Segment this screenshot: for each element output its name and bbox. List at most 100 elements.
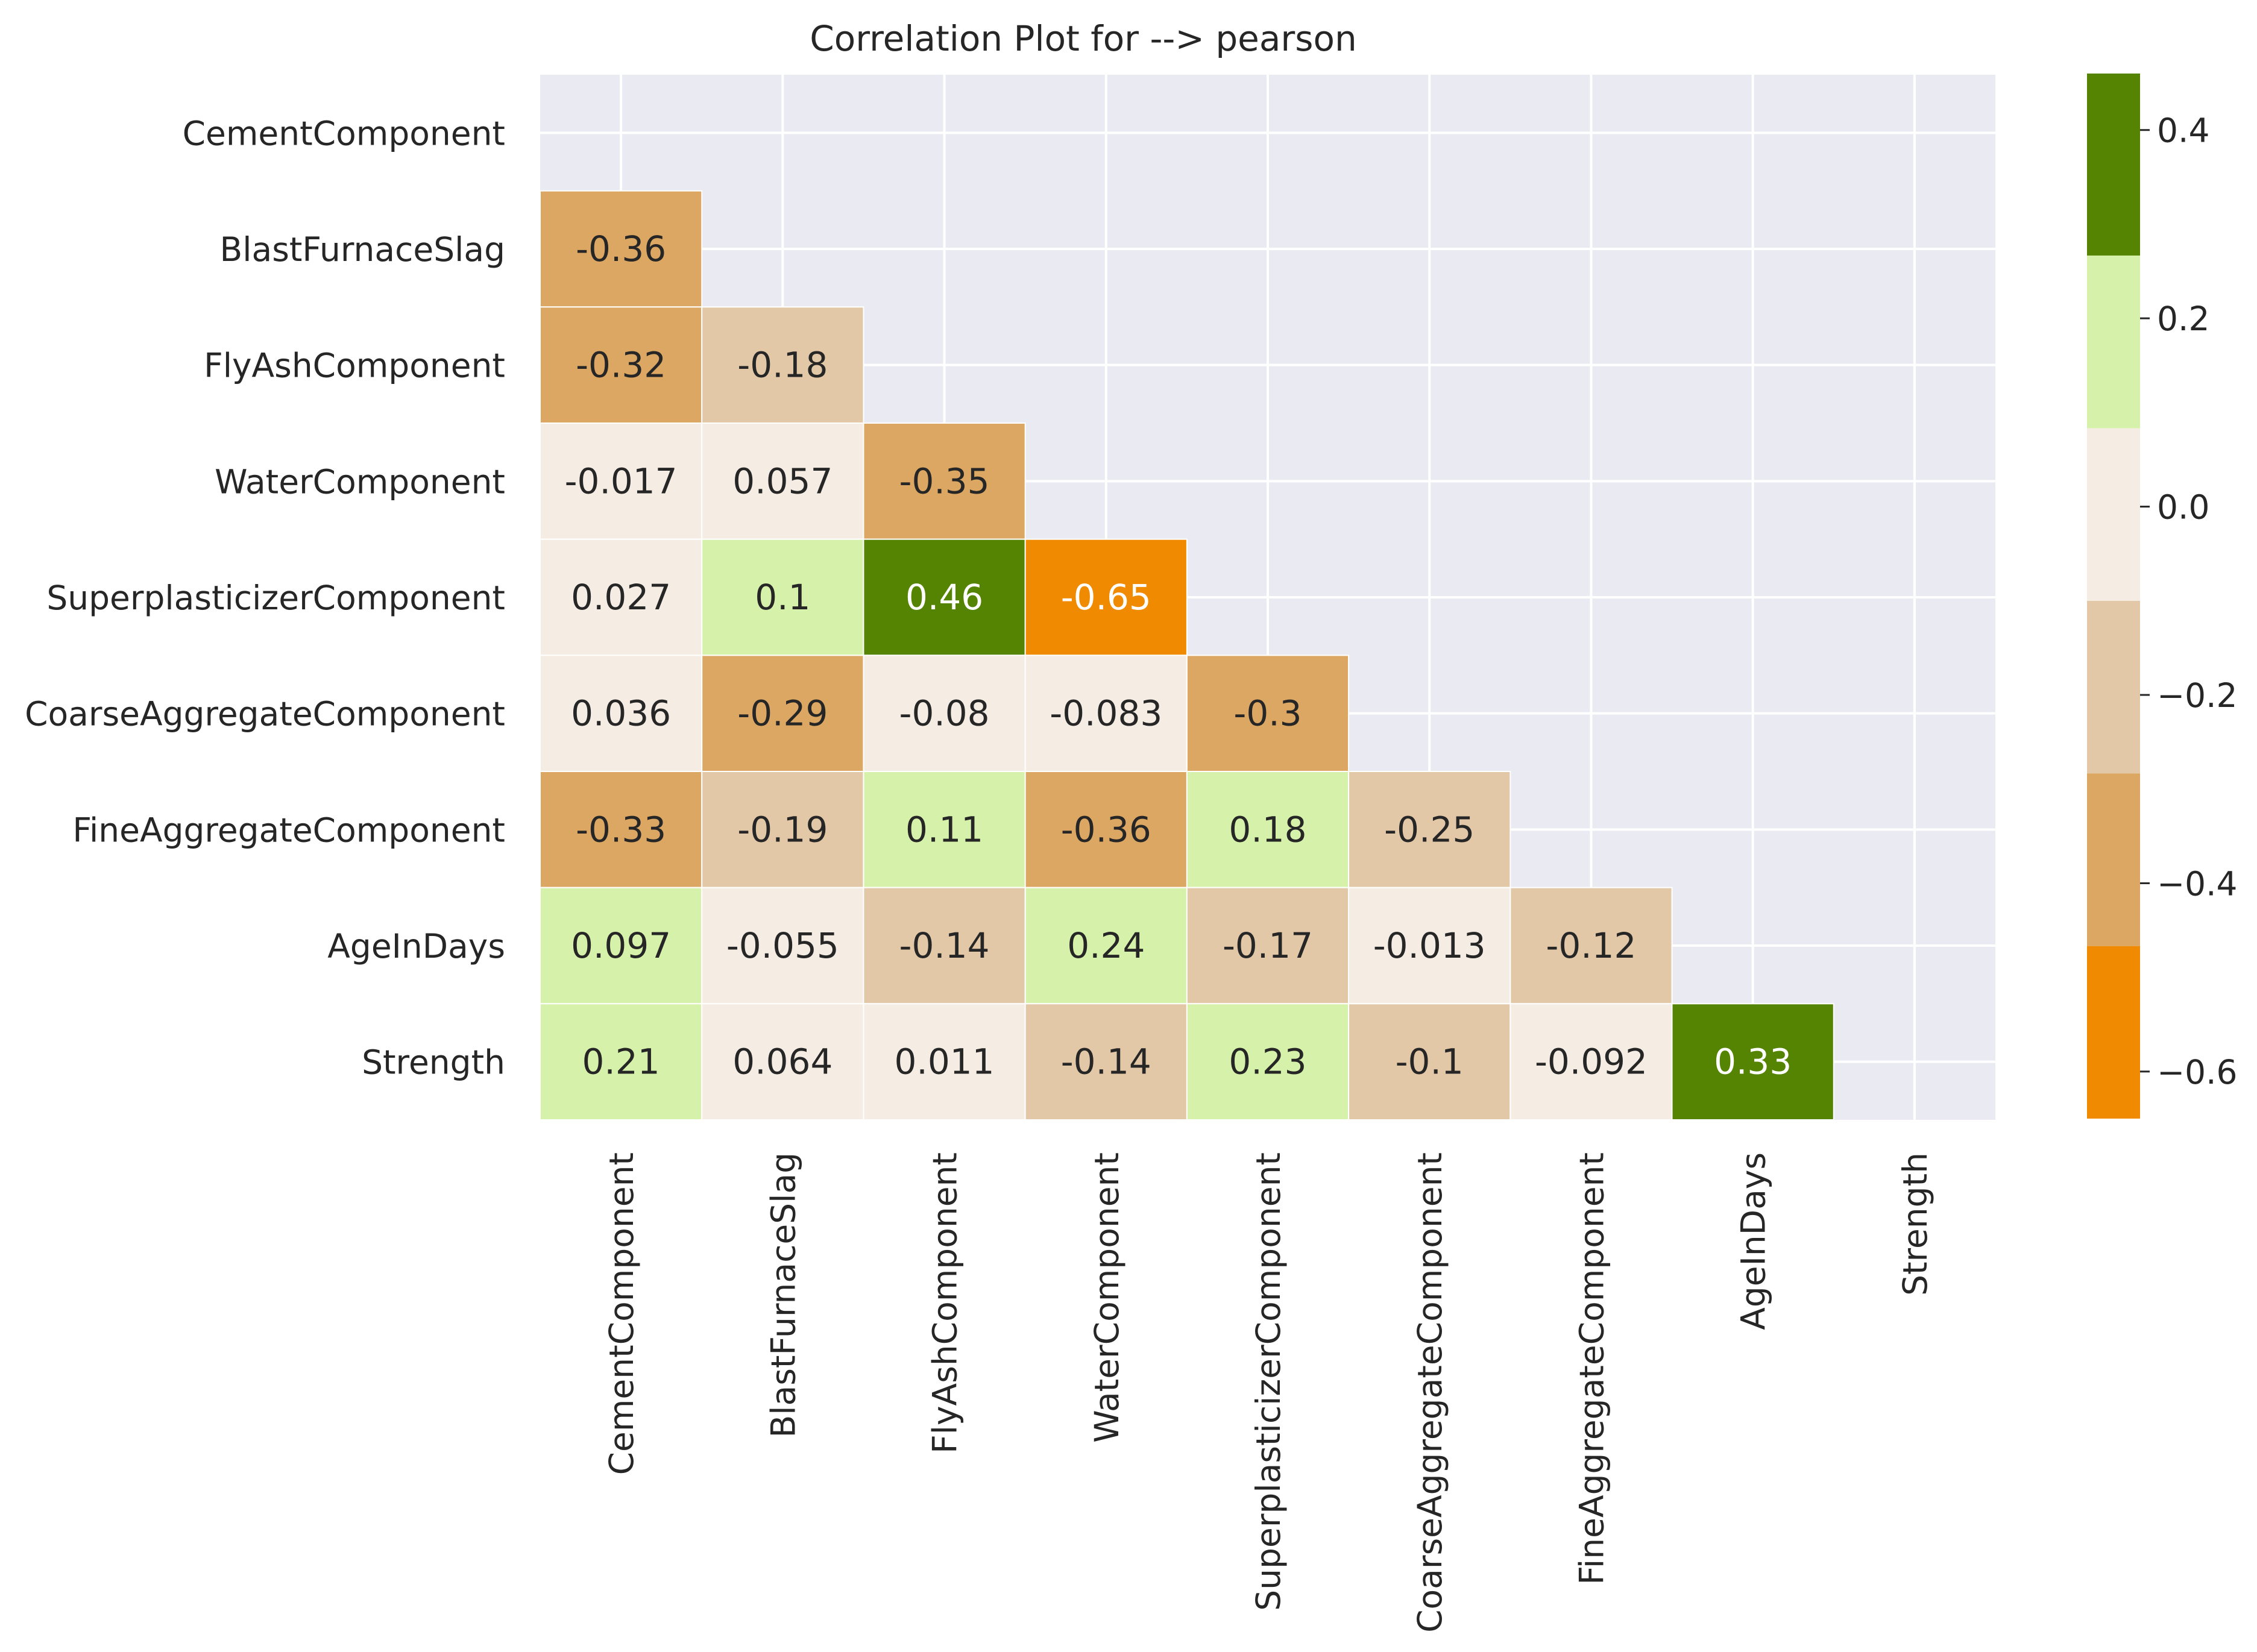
colorbar-segment [2087, 428, 2140, 601]
y-tick-label: CementComponent [183, 114, 505, 152]
heatmap-cell [701, 422, 864, 540]
colorbar-tick-label: 0.2 [2157, 300, 2209, 338]
cell-value-label: -0.36 [576, 228, 666, 269]
cell-value-label: -0.29 [737, 693, 828, 734]
colorbar-tick-label: 0.4 [2157, 111, 2209, 150]
cell-value-label: -0.3 [1233, 693, 1302, 734]
cell-value-label: 0.064 [732, 1041, 833, 1082]
heatmap-cell [701, 771, 864, 888]
cell-value-label: -0.36 [1061, 809, 1151, 850]
x-tick-label: AgeInDays [1734, 1152, 1773, 1330]
cell-value-label: -0.33 [576, 809, 666, 850]
colorbar-tick-label: −0.4 [2157, 864, 2238, 903]
cell-annotations: -0.36 -0.32 -0.18 -0.017 0.057 -0.35 0.027 0.1 0… [565, 228, 1792, 1082]
cell-value-label: 0.027 [571, 577, 671, 618]
heatmap-cell [540, 190, 703, 308]
cell-value-label: 0.1 [755, 577, 810, 618]
y-tick-label: BlastFurnaceSlag [219, 230, 505, 269]
x-tick-label: CoarseAggregateComponent [1411, 1152, 1449, 1633]
cell-value-label: -0.14 [1061, 1041, 1151, 1082]
heatmap-cell [1348, 1003, 1511, 1121]
heatmap-cell [701, 1003, 864, 1121]
cell-value-label: -0.055 [726, 925, 839, 966]
heatmap-cell [540, 771, 703, 888]
y-tick-label: AgeInDays [327, 927, 505, 966]
x-tick-label: SuperplasticizerComponent [1249, 1152, 1288, 1611]
x-tick-label: FlyAshComponent [926, 1152, 965, 1454]
heatmap-cell [701, 655, 864, 773]
y-tick-label: FlyAshComponent [204, 347, 505, 385]
colorbar-segment [2087, 255, 2140, 429]
colorbar-segment [2087, 600, 2140, 774]
y-tick-label: FineAggregateComponent [72, 811, 505, 849]
colorbar-segment [2087, 773, 2140, 946]
x-tick-label: FineAggregateComponent [1572, 1152, 1611, 1585]
heatmap-cell [1024, 1003, 1188, 1121]
heatmap-cell [863, 1003, 1026, 1121]
x-tick-labels: CementComponent BlastFurnaceSlag FlyAshCom… [602, 1152, 1934, 1633]
heatmap-cell [701, 538, 864, 656]
cell-value-label: -0.25 [1384, 809, 1475, 850]
cell-value-label: -0.1 [1396, 1041, 1464, 1082]
x-tick-label: CementComponent [602, 1152, 641, 1475]
y-tick-label: WaterComponent [215, 462, 505, 501]
heatmap-cell [540, 655, 703, 773]
cell-value-label: 0.11 [905, 809, 983, 850]
cell-value-label: 0.057 [732, 460, 833, 501]
heatmap-cell [540, 887, 703, 1005]
x-tick-label: WaterComponent [1088, 1152, 1126, 1443]
y-tick-labels: CementComponent BlastFurnaceSlag FlyAshCom… [25, 114, 505, 1081]
heatmap-cell [1024, 538, 1188, 656]
heatmap-cell [863, 655, 1026, 773]
heatmap-cells [540, 190, 1834, 1121]
cell-value-label: 0.24 [1067, 925, 1145, 966]
cell-value-label: 0.46 [905, 577, 983, 618]
heatmap-cell [863, 887, 1026, 1005]
cell-value-label: -0.18 [737, 345, 828, 386]
colorbar-tick-label: −0.2 [2157, 676, 2238, 715]
colorbar-tick-label: −0.6 [2157, 1053, 2238, 1091]
x-tick-label: Strength [1896, 1152, 1934, 1296]
cell-value-label: 0.097 [571, 925, 671, 966]
y-tick-label: SuperplasticizerComponent [46, 579, 505, 617]
heatmap-cell [1186, 771, 1350, 888]
colorbar-tick-label: 0.0 [2157, 488, 2209, 527]
cell-value-label: -0.19 [737, 809, 828, 850]
heatmap-cell [540, 422, 703, 540]
colorbar: −0.6 −0.4 −0.2 0.0 0.2 0.4 [2087, 74, 2238, 1119]
heatmap-cell [701, 306, 864, 424]
cell-value-label: -0.14 [899, 925, 990, 966]
cell-value-label: 0.21 [582, 1041, 660, 1082]
cell-value-label: -0.08 [899, 693, 990, 734]
cell-value-label: 0.011 [895, 1041, 995, 1082]
heatmap-cell [540, 1003, 703, 1121]
heatmap-cell [1348, 771, 1511, 888]
colorbar-segment [2087, 946, 2140, 1119]
cell-value-label: -0.017 [565, 460, 678, 501]
heatmap-cell [701, 887, 864, 1005]
chart-title: Correlation Plot for --> pearson [810, 18, 1356, 59]
cell-value-label: 0.036 [571, 693, 671, 734]
cell-value-label: -0.013 [1373, 925, 1486, 966]
heatmap-cell [1509, 1003, 1673, 1121]
heatmap-cell [863, 538, 1026, 656]
cell-value-label: 0.23 [1229, 1041, 1306, 1082]
cell-value-label: 0.33 [1714, 1041, 1792, 1082]
cell-value-label: -0.092 [1535, 1041, 1648, 1082]
cell-value-label: -0.65 [1061, 577, 1151, 618]
cell-value-label: -0.17 [1223, 925, 1313, 966]
x-tick-label: BlastFurnaceSlag [764, 1152, 802, 1438]
heatmap-cell [863, 771, 1026, 888]
cell-value-label: -0.083 [1050, 693, 1162, 734]
heatmap-cell [1186, 655, 1350, 773]
cell-value-label: -0.32 [576, 345, 666, 386]
cell-value-label: -0.35 [899, 460, 990, 501]
cell-value-label: -0.12 [1546, 925, 1636, 966]
y-tick-label: Strength [362, 1043, 505, 1082]
heatmap-cell [1671, 1003, 1834, 1121]
cell-value-label: 0.18 [1229, 809, 1306, 850]
heatmap-cell [1024, 655, 1188, 773]
y-tick-label: CoarseAggregateComponent [25, 695, 505, 733]
